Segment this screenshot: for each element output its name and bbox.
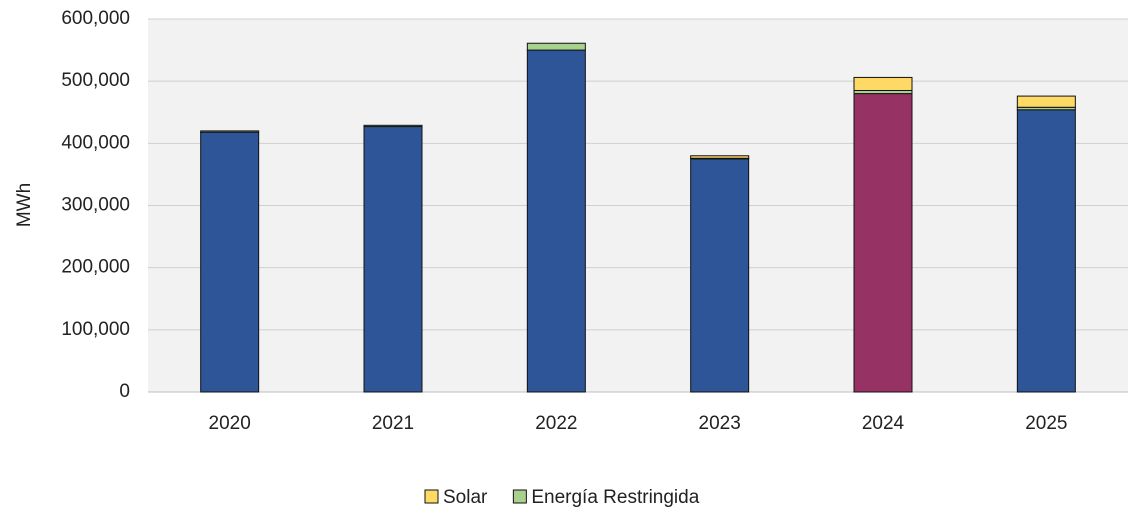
legend-label: Solar	[443, 487, 488, 508]
y-tick-label: 200,000	[61, 257, 130, 278]
bar-segment	[200, 130, 260, 133]
y-tick-label: 0	[119, 381, 130, 402]
legend-swatch	[424, 489, 439, 504]
legend-label: Energía Restringida	[531, 487, 699, 508]
bar-segment	[853, 76, 913, 91]
y-tick-label: 300,000	[61, 195, 130, 216]
bar-segment	[200, 131, 260, 393]
bar-segment	[1016, 109, 1076, 393]
bar-segment	[690, 158, 750, 393]
x-tick-label: 2021	[372, 413, 414, 434]
y-tick-label: 500,000	[61, 70, 130, 91]
bar-segment	[1016, 95, 1076, 108]
x-tick-label: 2022	[535, 413, 577, 434]
bar-segment	[363, 126, 423, 393]
x-tick-label: 2025	[1025, 413, 1067, 434]
y-axis-label: MWh	[14, 183, 35, 227]
x-tick-label: 2023	[699, 413, 741, 434]
bar-segment	[853, 93, 913, 393]
y-tick-label: 400,000	[61, 132, 130, 153]
bar-segment	[526, 42, 586, 51]
x-tick-label: 2024	[862, 413, 905, 434]
bar-segment	[363, 124, 423, 128]
bar-segment	[690, 155, 750, 159]
x-tick-label: 2020	[209, 413, 251, 434]
y-tick-label: 100,000	[61, 319, 130, 340]
bar-segment	[526, 49, 586, 393]
legend-swatch	[512, 489, 527, 504]
y-tick-label: 600,000	[61, 8, 130, 29]
